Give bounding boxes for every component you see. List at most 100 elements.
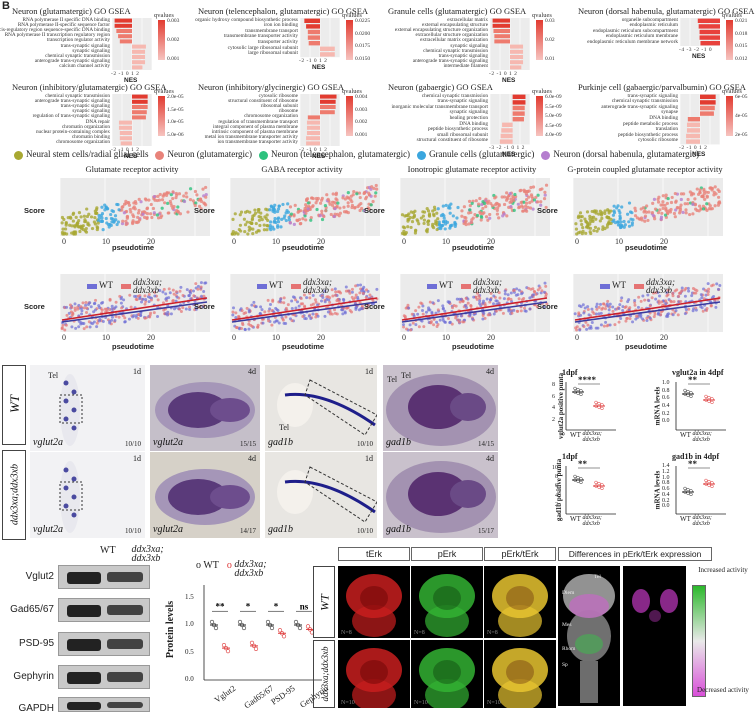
wt-point (579, 480, 583, 485)
scatter-point (234, 316, 238, 320)
scatter-point (61, 323, 65, 327)
go-term-label: regulation of transmembrane transport (218, 118, 298, 125)
scatter-point (450, 322, 454, 326)
go-panel-title: Neuron (dorsal habenula, glutamatergic) … (578, 6, 755, 16)
go-nes-bar (699, 35, 720, 40)
scatter-point (354, 305, 358, 309)
scatter-point (131, 315, 135, 319)
scatter-point (528, 307, 532, 311)
scatter-point (93, 301, 97, 305)
scatter-point (534, 195, 538, 199)
scatter-point (177, 192, 182, 196)
scatter-point (284, 315, 288, 319)
scatter-point (129, 210, 133, 214)
legend-mut-top: ddx3xa; (234, 559, 267, 570)
scatter-point (605, 225, 609, 229)
gene-label: gad1b (268, 524, 293, 535)
qvalue-tick: 0.002 (167, 37, 180, 43)
nes-ticks: -2 -1 0 1 2 (299, 147, 328, 153)
embryo-yolk (277, 383, 313, 427)
scatter-point (185, 288, 189, 292)
fit-line-mut (574, 297, 721, 321)
scatter-point (187, 294, 191, 298)
stain-spot (63, 398, 69, 404)
scatter-point (311, 312, 315, 316)
scatter-point (143, 302, 147, 306)
scatter-point (243, 229, 247, 234)
scatter-point (145, 206, 150, 210)
scatter-point (604, 320, 608, 324)
scatter-point (434, 311, 438, 315)
qvalue-tick: 1.0e-05 (167, 119, 184, 126)
scatter-point (412, 314, 416, 318)
scatter-point (573, 312, 577, 316)
scatter-point (245, 306, 249, 310)
scatter-point (478, 301, 482, 305)
wb-col-mut-bottom: ddx3xb (131, 553, 161, 564)
scatter-point (127, 201, 131, 205)
xlabel-mut-top: ddx3xa; (582, 515, 602, 521)
mut-label: ddx3xa; ddx3xb (473, 278, 502, 295)
fit-line-mut (61, 297, 208, 321)
scatter-point (344, 285, 348, 289)
n-label: N=10 (414, 700, 428, 706)
scatter-point (619, 317, 623, 321)
scatter-point (83, 229, 88, 233)
scatter-point (495, 212, 500, 216)
scatter-point (681, 210, 685, 215)
scatter-point (269, 228, 273, 232)
scatter-point (408, 215, 412, 220)
scatter-point (522, 200, 526, 204)
age-label: 1d (133, 454, 141, 463)
scatter-point (602, 324, 606, 328)
go-term-label: translation (655, 126, 678, 133)
scatter-point (656, 200, 661, 204)
qvalue-tick: 0.021 (735, 18, 748, 24)
scatter-title: G-protein coupled glutamate receptor act… (567, 164, 723, 174)
scatter-point (279, 297, 283, 301)
scatter-point (607, 308, 611, 312)
scatter-point (112, 219, 116, 223)
scatter-point (257, 229, 261, 233)
scatter-point (671, 291, 675, 295)
scatter-point (705, 202, 709, 206)
scatter-point (60, 221, 64, 225)
go-term-label: chemical synaptic transmission (45, 92, 110, 99)
scatter-point (528, 201, 532, 205)
go-nes-bar (132, 115, 146, 120)
scatter-point (359, 202, 363, 206)
scatter-point (712, 193, 716, 197)
scatter-point (156, 298, 160, 302)
scatter-point (74, 326, 78, 330)
scatter-point (665, 294, 669, 298)
scatter-point (529, 287, 533, 291)
scatter-point (113, 214, 118, 218)
scatter-point (585, 327, 589, 331)
go-nes-bar (686, 139, 700, 144)
scatter-point (409, 210, 413, 214)
scatter-point (246, 232, 250, 236)
xlabel-mut: ddx3xa; ddx3xb (583, 431, 602, 443)
scatter-point (443, 320, 447, 324)
scatter-point (82, 327, 86, 331)
scatter-point (435, 220, 439, 225)
scatter-point (580, 232, 584, 236)
scatter-point (109, 212, 113, 217)
scatter-point (88, 301, 92, 305)
scatter-point (109, 223, 113, 228)
scatter-point (95, 225, 99, 229)
scatter-point (479, 218, 483, 222)
go-nes-bar (132, 49, 146, 54)
scatter-point (335, 212, 340, 216)
scatter-point (362, 209, 366, 213)
scatter-point (360, 307, 364, 311)
scatter-point (594, 305, 598, 309)
go-panel: Neuron (inhibitory/glycinergic) GO GSEA c… (190, 82, 375, 160)
scatter-point (414, 309, 418, 313)
scatter-point (124, 219, 128, 223)
scatter-point (589, 324, 593, 328)
go-nes-bar (132, 105, 148, 109)
scatter-point (323, 203, 327, 208)
scatter-point (701, 207, 706, 211)
qvalue-tick: 0.004 (355, 94, 368, 100)
